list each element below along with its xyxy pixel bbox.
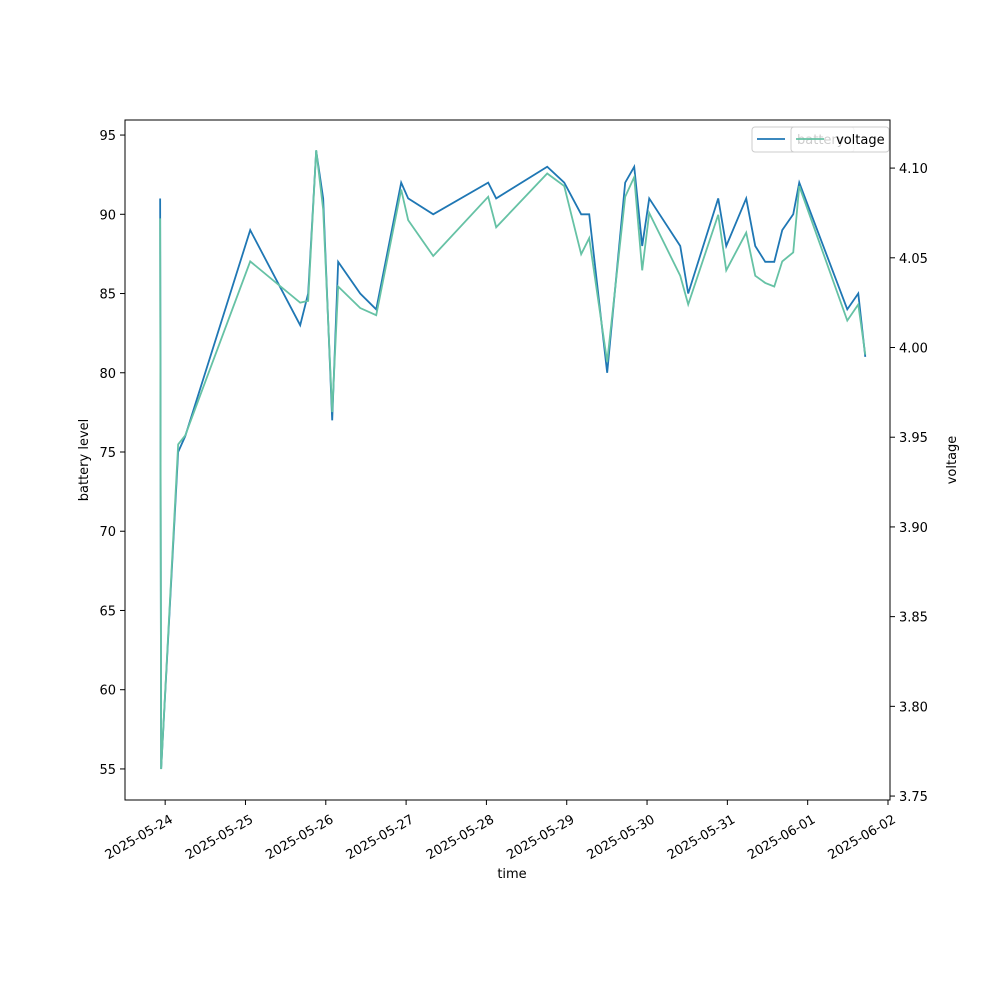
- x-tick-label: 2025-06-01: [745, 812, 818, 863]
- x-tick-label: 2025-05-25: [183, 812, 256, 863]
- y2-tick-label: 4.10: [899, 162, 928, 177]
- y-tick-label: 95: [99, 129, 116, 144]
- y2-axis-label: voltage: [945, 436, 960, 485]
- x-tick-label: 2025-05-28: [424, 812, 497, 863]
- y-tick-label: 75: [99, 446, 116, 461]
- y2-tick-label: 3.80: [899, 700, 928, 715]
- x-tick-label: 2025-06-02: [826, 812, 899, 863]
- y2-tick-label: 3.95: [899, 431, 928, 446]
- x-tick-label: 2025-05-27: [344, 812, 417, 863]
- x-tick-label: 2025-05-30: [585, 812, 658, 863]
- legend-box: [790, 126, 890, 153]
- y2-tick-label: 4.05: [899, 252, 928, 267]
- y-tick-label: 55: [99, 763, 116, 778]
- legend-label: voltage: [836, 133, 885, 148]
- plot-frame: [124, 119, 891, 801]
- y2-tick-label: 3.85: [899, 611, 928, 626]
- y-tick-label: 70: [99, 525, 116, 540]
- y-tick-label: 60: [99, 684, 116, 699]
- y-tick-label: 90: [99, 208, 116, 223]
- series-line: [159, 150, 867, 769]
- y-tick-label: 65: [99, 604, 116, 619]
- x-tick-label: 2025-05-29: [504, 812, 577, 863]
- y2-tick-label: 3.90: [899, 521, 928, 536]
- y-tick-label: 85: [99, 288, 116, 303]
- y-tick-label: 80: [99, 367, 116, 382]
- y2-tick-label: 3.75: [899, 790, 928, 805]
- series-line: [159, 150, 867, 770]
- x-tick-label: 2025-05-24: [103, 812, 176, 863]
- y-axis-label: battery level: [77, 419, 92, 502]
- x-tick-label: 2025-05-31: [665, 812, 738, 863]
- x-axis-label: time: [497, 867, 526, 882]
- x-tick-label: 2025-05-26: [263, 812, 336, 863]
- y2-tick-label: 4.00: [899, 342, 928, 357]
